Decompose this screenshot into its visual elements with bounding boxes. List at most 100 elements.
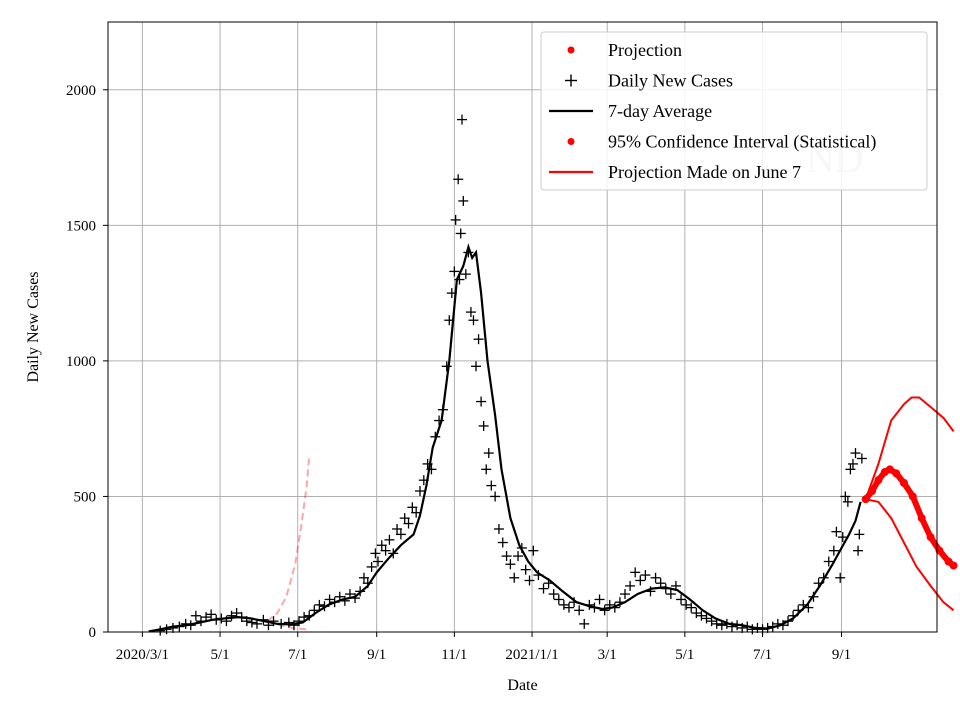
legend-label: Projection Made on June 7: [608, 162, 801, 182]
daily-case-marker: [329, 597, 340, 608]
daily-case-marker: [640, 570, 651, 581]
daily-case-marker: [490, 491, 501, 502]
daily-case-marker: [553, 594, 564, 605]
daily-case-marker: [388, 548, 399, 559]
daily-case-marker: [299, 612, 310, 623]
daily-case-marker: [594, 594, 605, 605]
legend-label: 95% Confidence Interval (Statistical): [608, 132, 876, 153]
legend-dot-icon: [567, 138, 575, 145]
daily-case-marker: [309, 605, 320, 616]
projection-point: [861, 495, 870, 504]
daily-case-marker: [430, 431, 441, 442]
legend-item: Daily New Cases: [565, 71, 733, 91]
confidence-upper-line: [864, 396, 955, 500]
daily-case-marker: [407, 502, 418, 513]
daily-case-marker: [174, 621, 185, 632]
daily-case-marker: [185, 620, 196, 631]
daily-case-marker: [854, 529, 865, 540]
daily-case-marker: [620, 589, 631, 600]
daily-case-marker: [449, 266, 460, 277]
y-tick-label: 500: [74, 489, 97, 505]
daily-case-marker: [574, 605, 585, 616]
daily-case-marker: [380, 545, 391, 556]
daily-case-marker: [584, 599, 595, 610]
daily-case-marker: [747, 624, 758, 635]
projection-point: [908, 492, 917, 501]
daily-case-marker: [716, 620, 727, 631]
daily-case-marker: [686, 602, 697, 613]
daily-case-marker: [524, 575, 535, 586]
daily-case-marker: [614, 597, 625, 608]
daily-case-marker: [635, 575, 646, 586]
daily-case-marker: [645, 586, 656, 597]
daily-case-marker: [721, 618, 732, 629]
daily-case-marker: [813, 578, 824, 589]
daily-case-marker: [468, 315, 479, 326]
june-projection-line: [266, 455, 311, 622]
daily-case-marker: [808, 591, 819, 602]
daily-case-marker: [777, 620, 788, 631]
daily-case-marker: [650, 572, 661, 583]
projection-point: [926, 533, 935, 542]
projection-point: [949, 561, 958, 570]
daily-case-marker: [589, 602, 600, 613]
daily-case-marker: [366, 561, 377, 572]
daily-case-marker: [454, 274, 465, 285]
daily-case-marker: [283, 617, 294, 628]
y-axis-label: Daily New Cases: [25, 271, 42, 382]
daily-case-marker: [528, 545, 539, 556]
daily-case-marker: [460, 269, 471, 280]
seven-day-average-line: [148, 243, 862, 633]
x-tick-label: 9/1: [832, 647, 851, 663]
daily-case-marker: [711, 618, 722, 629]
daily-case-marker: [376, 540, 387, 551]
daily-case-marker: [516, 542, 527, 553]
daily-case-marker: [161, 624, 172, 635]
x-tick-label: 2021/1/1: [505, 647, 558, 663]
x-axis: 2020/3/1 5/1 7/1 9/1 11/1 2021/1/1 3/1 5/1 7/1 9/…: [116, 632, 851, 663]
daily-case-marker: [845, 464, 856, 475]
daily-case-marker: [609, 602, 620, 613]
daily-case-marker: [497, 537, 508, 548]
daily-case-marker: [701, 613, 712, 624]
y-tick-label: 0: [89, 625, 97, 641]
x-tick-label: 7/1: [288, 647, 307, 663]
daily-case-marker: [453, 174, 464, 185]
daily-case-marker: [579, 618, 590, 629]
daily-case-marker: [258, 614, 269, 625]
daily-case-marker: [604, 599, 615, 610]
daily-case-marker: [370, 548, 381, 559]
daily-case-marker: [190, 610, 201, 621]
daily-case-marker: [399, 513, 410, 524]
daily-case-marker: [344, 589, 355, 600]
daily-case-marker: [737, 622, 748, 633]
daily-case-marker: [231, 608, 242, 619]
daily-case-marker: [793, 605, 804, 616]
daily-case-marker: [563, 602, 574, 613]
daily-case-marker: [372, 556, 383, 567]
x-tick-label: 11/1: [441, 647, 467, 663]
daily-case-marker: [599, 605, 610, 616]
legend: Projection Daily New Cases 7-day Average 95…: [540, 31, 928, 191]
daily-case-marker: [216, 613, 227, 624]
daily-case-marker: [533, 570, 544, 581]
x-tick-label: 9/1: [367, 647, 386, 663]
daily-case-marker: [411, 507, 422, 518]
daily-case-marker: [167, 622, 178, 633]
daily-case-marker: [706, 616, 717, 627]
daily-case-marker: [226, 610, 237, 621]
daily-case-marker: [742, 621, 753, 632]
projection-point: [892, 469, 901, 478]
daily-case-marker: [251, 618, 262, 629]
daily-case-marker: [509, 572, 520, 583]
daily-case-marker: [772, 618, 783, 629]
daily-case-marker: [655, 578, 666, 589]
daily-case-marker: [444, 315, 455, 326]
daily-case-marker: [221, 616, 232, 627]
daily-case-marker: [355, 586, 366, 597]
daily-case-marker: [457, 114, 468, 125]
daily-case-marker: [840, 491, 851, 502]
daily-case-marker: [752, 622, 763, 633]
daily-case-marker: [422, 458, 433, 469]
daily-case-marker: [294, 616, 305, 627]
